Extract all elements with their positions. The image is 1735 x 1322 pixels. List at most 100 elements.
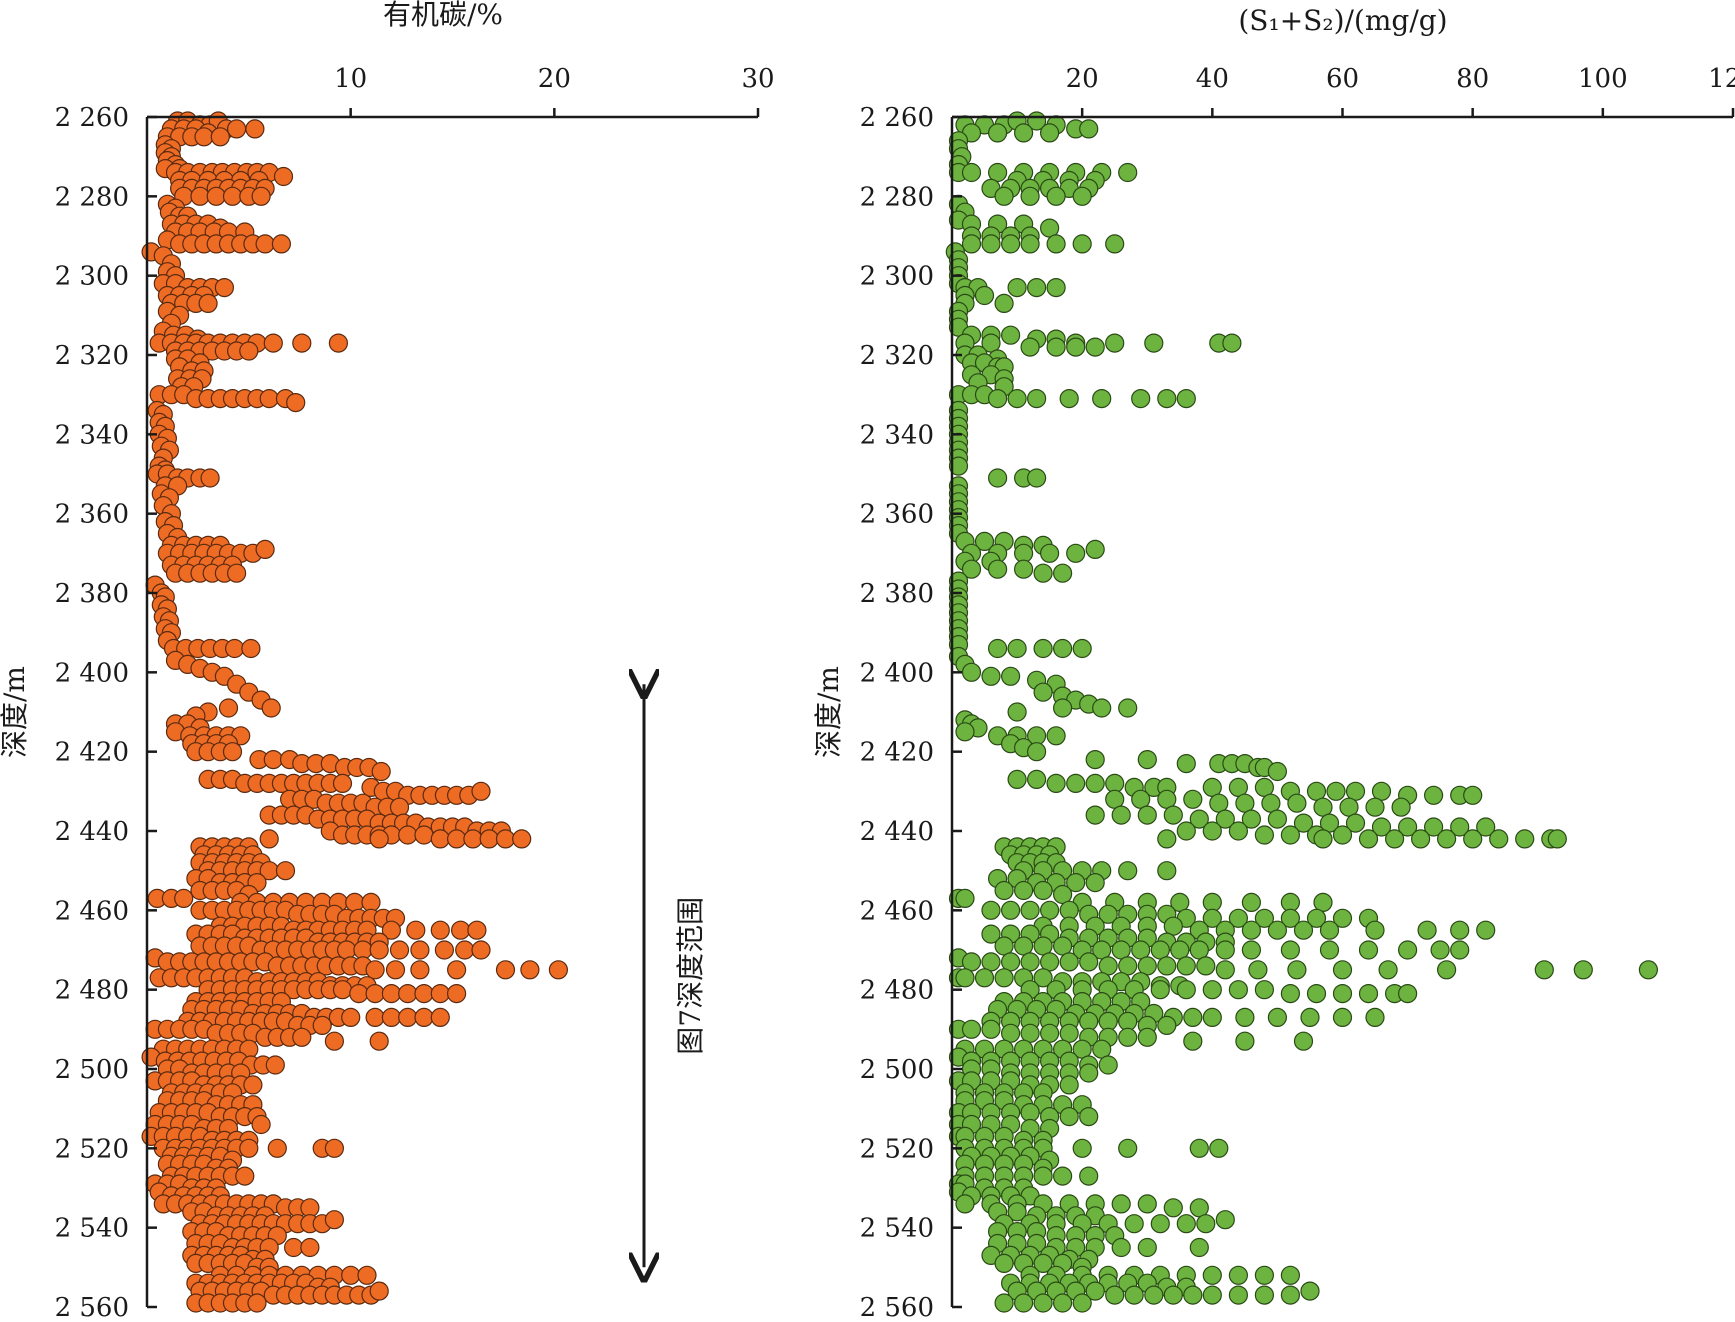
s1s2-y-tick-label: 2 340: [860, 420, 934, 450]
s1s2-data-point: [1430, 940, 1450, 960]
s1s2-data-point: [1000, 234, 1021, 254]
s1s2-data-point: [1137, 805, 1157, 825]
s1s2-data-point: [1215, 809, 1235, 829]
toc-x-tick-label: 10: [334, 64, 367, 94]
s1s2-data-point: [955, 968, 975, 988]
toc-data-point: [255, 234, 275, 254]
toc-data-point: [389, 797, 410, 817]
s1s2-data-point: [1059, 952, 1079, 972]
s1s2-data-point: [1092, 698, 1112, 718]
toc-data-point: [455, 940, 475, 960]
s1s2-data-point: [1124, 1214, 1144, 1234]
toc-data-point: [227, 563, 247, 583]
toc-data-point: [292, 333, 312, 353]
s1s2-data-point: [1007, 1202, 1027, 1222]
s1s2-data-point: [1046, 337, 1066, 357]
s1s2-axis-title: (S₁+S₂)/(mg/g): [1238, 4, 1447, 37]
s1s2-data-point: [1111, 1237, 1131, 1258]
s1s2-data-point: [1306, 781, 1327, 801]
toc-data-point: [520, 960, 540, 980]
s1s2-data-point: [1476, 920, 1496, 940]
s1s2-data-point: [1118, 861, 1138, 881]
s1s2-data-point: [1358, 829, 1379, 849]
s1s2-data-point: [1124, 1285, 1144, 1305]
s1s2-data-point: [1183, 1031, 1203, 1051]
s1s2-data-point: [1183, 789, 1203, 809]
toc-y-tick-label: 2 300: [55, 262, 129, 292]
s1s2-data-point: [1319, 940, 1340, 960]
s1s2-data-point: [981, 924, 1001, 944]
toc-data-point: [357, 1265, 377, 1285]
toc-data-point: [447, 960, 467, 980]
s1s2-data-point: [1007, 702, 1027, 722]
s1s2-data-point: [1215, 1210, 1235, 1230]
s1s2-data-point: [1332, 1007, 1353, 1028]
s1s2-data-point: [955, 1194, 975, 1214]
s1s2-data-point: [987, 559, 1008, 579]
toc-data-point: [312, 1015, 332, 1036]
toc-data-point: [365, 1007, 385, 1028]
toc-data-point: [200, 468, 220, 488]
s1s2-data-point: [1391, 797, 1411, 817]
toc-data-point: [225, 638, 245, 659]
toc-x-ticks: 10 20 30: [334, 64, 775, 117]
s1s2-data-point: [1033, 968, 1053, 988]
toc-data-point: [381, 1007, 401, 1028]
s1s2-data-point: [1345, 781, 1366, 801]
s1s2-data-point: [1163, 1198, 1183, 1218]
s1s2-data-point: [1241, 809, 1262, 829]
s1s2-data-point: [1183, 1007, 1203, 1028]
s1s2-data-point: [1020, 900, 1040, 920]
s1s2-data-point: [1170, 940, 1190, 960]
s1s2-data-point: [1052, 563, 1073, 583]
s1s2-data-point: [1450, 920, 1470, 940]
toc-y-tick-label: 2 420: [55, 738, 129, 768]
s1s2-data-point: [1085, 872, 1105, 893]
s1s2-data-point: [1397, 817, 1418, 837]
s1s2-data-point: [1267, 920, 1288, 940]
s1s2-data-point: [981, 666, 1001, 686]
s1s2-data-point: [1202, 1265, 1222, 1285]
s1s2-data-point: [1235, 1007, 1255, 1028]
s1s2-data-point: [1059, 1023, 1079, 1043]
s1s2-data-point: [1137, 749, 1157, 770]
s1s2-data-point: [1039, 543, 1060, 563]
s1s2-data-point: [1489, 829, 1509, 849]
s1s2-data-point: [1131, 389, 1151, 409]
s1s2-data-point: [1052, 1166, 1073, 1186]
s1s2-data-point: [1202, 980, 1222, 1000]
s1s2-data-point: [1293, 920, 1314, 940]
s1s2-data-point: [1358, 983, 1379, 1004]
s1s2-data-point: [1313, 892, 1333, 913]
s1s2-data-point: [1280, 825, 1301, 845]
toc-data-point: [332, 773, 353, 794]
s1s2-data-point: [1157, 389, 1177, 409]
s1s2-y-tick-label: 2 300: [860, 262, 934, 292]
s1s2-data-point: [1066, 543, 1086, 563]
s1s2-data-point: [1118, 698, 1138, 718]
s1s2-data-point: [1059, 900, 1079, 920]
toc-data-point: [495, 960, 516, 980]
s1s2-data-point: [994, 186, 1014, 206]
s1s2-data-point: [1163, 1285, 1183, 1305]
s1s2-data-point: [961, 234, 982, 254]
toc-data-point: [410, 940, 430, 960]
toc-data-point: [265, 1055, 285, 1075]
s1s2-data-point: [1332, 983, 1353, 1004]
s1s2-data-point: [994, 880, 1014, 901]
s1s2-data-point: [1007, 769, 1027, 790]
toc-data-point: [414, 983, 434, 1004]
toc-data-point: [414, 1007, 434, 1028]
s1s2-data-point: [961, 662, 982, 682]
toc-data-point: [353, 940, 373, 960]
s1s2-data-point: [1189, 1237, 1209, 1258]
s1s2-data-point: [1209, 1138, 1229, 1158]
s1s2-y-tick-label: 2 460: [860, 896, 934, 926]
s1s2-data-point: [1098, 1055, 1118, 1075]
s1s2-data-point: [1163, 805, 1183, 825]
s1s2-data-point: [1300, 1281, 1320, 1301]
s1s2-data-point: [1228, 1265, 1249, 1285]
s1s2-data-point: [1079, 952, 1099, 972]
s1s2-data-point: [1013, 936, 1034, 956]
